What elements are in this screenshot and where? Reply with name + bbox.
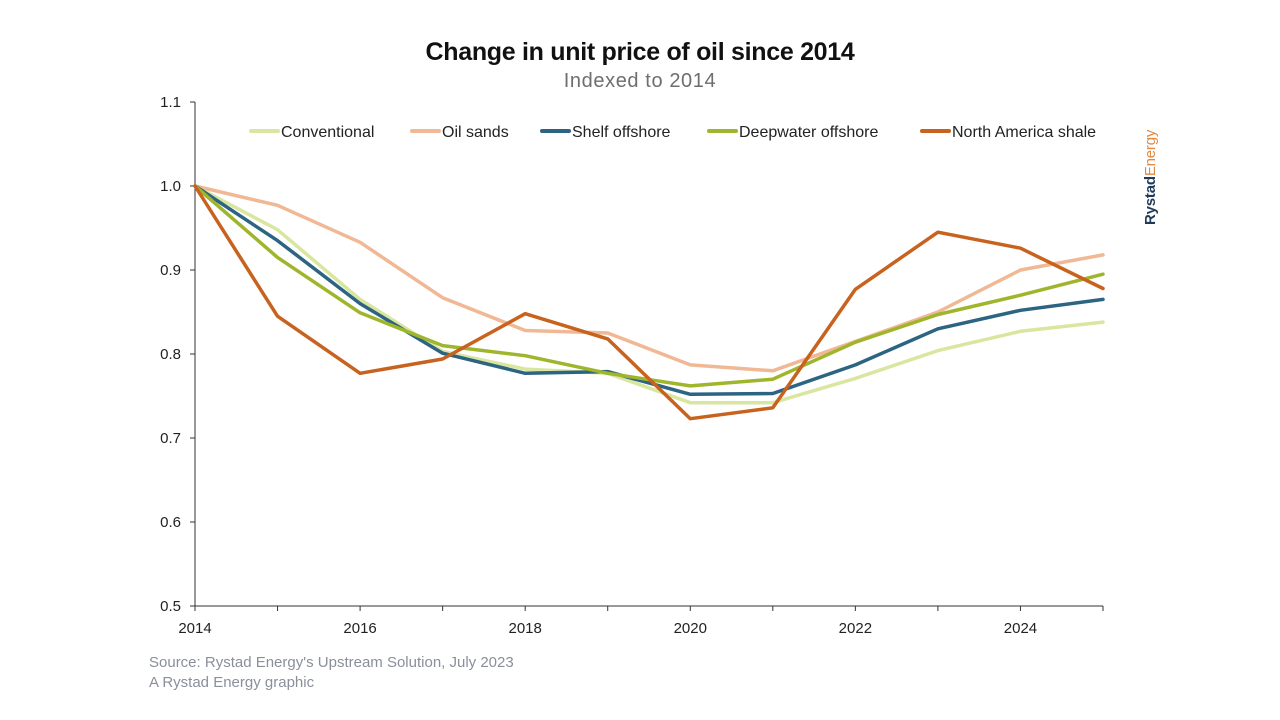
x-tick-label: 2022 (839, 620, 872, 637)
legend-label: Shelf offshore (572, 124, 671, 141)
credit-line: A Rystad Energy graphic (149, 674, 315, 691)
legend-label: North America shale (952, 124, 1096, 141)
y-tick-label: 0.6 (160, 514, 181, 531)
legend: Conventional Oil sands Shelf offshore Deepw… (249, 124, 1096, 141)
legend-label: Conventional (281, 124, 374, 141)
brand-part-2: Energy (1142, 129, 1159, 177)
series-line (193, 184, 1105, 397)
x-tick-label: 2020 (674, 620, 707, 637)
brand-logo: RystadEnergy (1142, 130, 1159, 225)
series-line (193, 184, 1105, 373)
series-line (193, 184, 1105, 405)
x-tick-label: 2014 (178, 620, 211, 637)
chart-subtitle: Indexed to 2014 (563, 70, 717, 92)
axes: 0.5 0.6 0.7 0.8 0.9 1.0 1.1 2014 2016 2018 2020 202… (160, 94, 1104, 637)
y-tick-label: 0.5 (160, 598, 181, 615)
x-tick-label: 2024 (1004, 620, 1037, 637)
source-note: Source: Rystad Energy's Upstream Solutio… (149, 653, 514, 693)
y-tick-label: 0.9 (160, 262, 181, 279)
series-line (193, 184, 1105, 388)
chart-title: Change in unit price of oil since 2014 (425, 38, 855, 66)
legend-label: Deepwater offshore (739, 124, 878, 141)
x-tick-label: 2018 (508, 620, 541, 637)
y-tick-label: 1.1 (160, 94, 181, 111)
series-line (193, 184, 1105, 421)
y-tick-label: 1.0 (160, 178, 181, 195)
legend-label: Oil sands (442, 124, 509, 141)
x-tick-label: 2016 (343, 620, 376, 637)
series-lines (193, 184, 1105, 421)
source-line: Source: Rystad Energy's Upstream Solutio… (149, 654, 514, 671)
brand-part-1: Rystad (1142, 176, 1159, 225)
y-tick-label: 0.8 (160, 346, 181, 363)
y-tick-label: 0.7 (160, 430, 181, 447)
